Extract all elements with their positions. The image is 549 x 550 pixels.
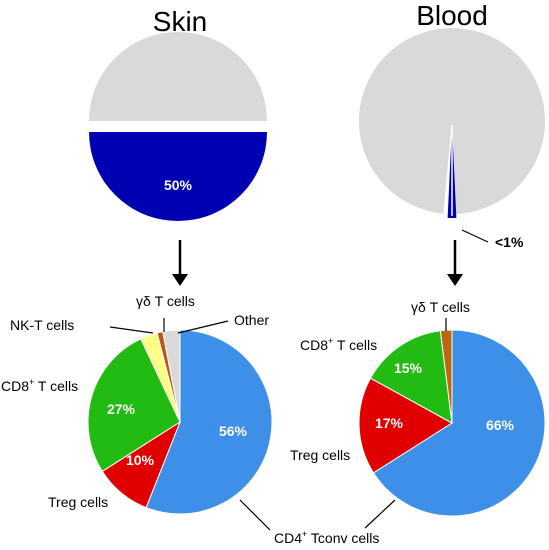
leader-skin-other — [177, 320, 229, 334]
data-label-skin-cd8: 27% — [107, 401, 136, 417]
data-label-skin-treg: 10% — [126, 452, 155, 468]
data-label-skin-50: 50% — [164, 177, 193, 193]
label-skin-nkt: NK-T cells — [10, 317, 74, 333]
leader-blood-lt1 — [461, 229, 489, 243]
slice-skin-cd8 — [87, 338, 181, 472]
label-skin-cd8: CD8+ T cells — [1, 377, 78, 394]
label-skin-treg: Treg cells — [48, 494, 108, 510]
label-blood-treg: Treg cells — [290, 447, 350, 463]
arrow-blood-head — [447, 274, 463, 286]
leader-skin-cd4 — [239, 499, 271, 531]
label-blood-cd8: CD8+ T cells — [300, 336, 377, 353]
slice-blood-other — [358, 28, 545, 215]
data-label-blood-cd8: 15% — [394, 360, 423, 376]
leader-skin-nkt — [109, 326, 154, 334]
leader-blood-cd4 — [364, 499, 396, 529]
data-label-skin-cd4: 56% — [219, 423, 248, 439]
data-label-blood-lt1: <1% — [495, 234, 524, 250]
label-blood-gdt: γδ T cells — [411, 299, 470, 315]
arrow-skin-head — [172, 274, 188, 286]
slice-blood-cd4-tconv — [372, 329, 546, 517]
slice-skin-other — [89, 32, 267, 121]
data-label-blood-treg: 17% — [375, 415, 404, 431]
slice-skin-t-cells — [89, 132, 267, 221]
slice-skin-other — [162, 329, 181, 423]
chart-title-skin: Skin — [153, 6, 207, 37]
label-skin-other: Other — [234, 312, 269, 328]
slice-skin-cd4-tconv — [145, 329, 273, 515]
label-cd4-tconv: CD4+ Tconv cells — [274, 529, 379, 546]
slice-blood-treg — [358, 377, 453, 474]
data-label-blood-cd4: 66% — [486, 417, 515, 433]
chart-title-blood: Blood — [416, 0, 488, 31]
label-skin-gdt: γδ T cells — [136, 293, 195, 309]
slice-blood-cd8 — [369, 330, 453, 424]
